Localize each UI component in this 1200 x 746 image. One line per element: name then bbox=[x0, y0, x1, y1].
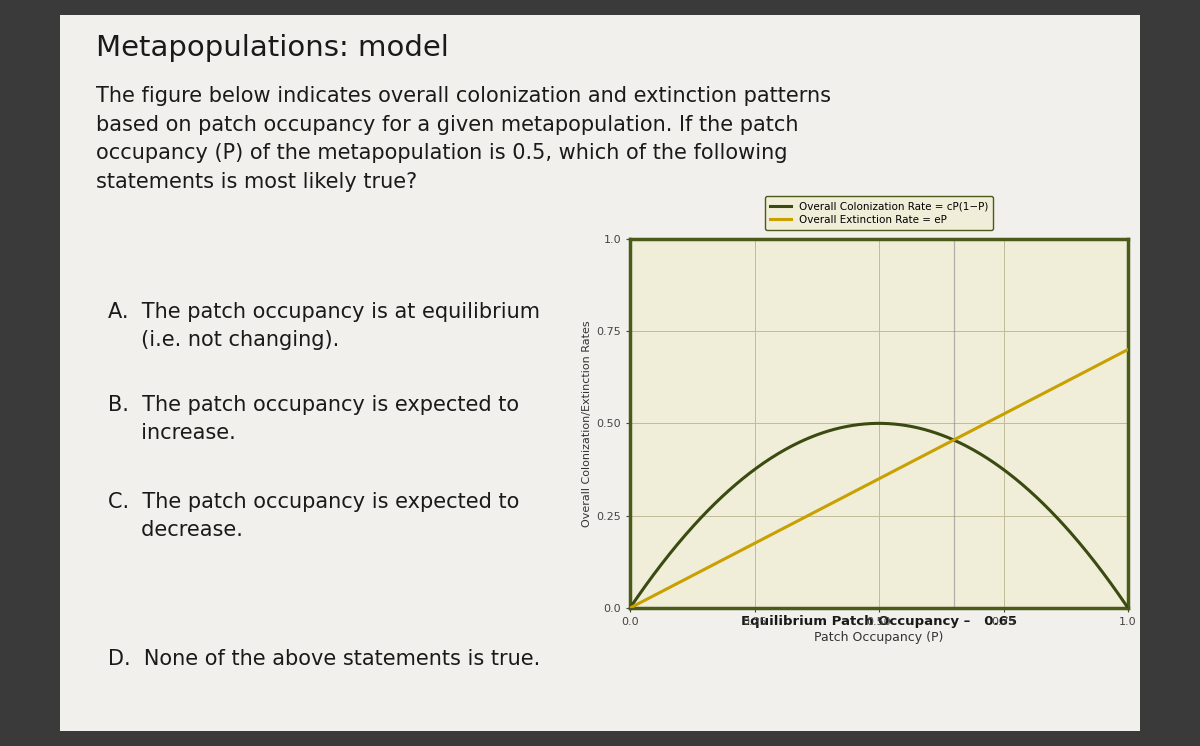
Text: Metapopulations: model: Metapopulations: model bbox=[96, 34, 449, 62]
X-axis label: Patch Occupancy (P): Patch Occupancy (P) bbox=[815, 631, 943, 645]
Text: The figure below indicates overall colonization and extinction patterns
based on: The figure below indicates overall colon… bbox=[96, 86, 830, 192]
Y-axis label: Overall Colonization/Extinction Rates: Overall Colonization/Extinction Rates bbox=[582, 320, 592, 527]
Text: C.  The patch occupancy is expected to
     decrease.: C. The patch occupancy is expected to de… bbox=[108, 492, 520, 540]
Legend: Overall Colonization Rate = cP(1−P), Overall Extinction Rate = eP: Overall Colonization Rate = cP(1−P), Ove… bbox=[764, 196, 994, 230]
Text: Equilibrium Patch Occupancy –   0.65: Equilibrium Patch Occupancy – 0.65 bbox=[742, 615, 1018, 628]
Text: D.  None of the above statements is true.: D. None of the above statements is true. bbox=[108, 649, 540, 669]
Text: B.  The patch occupancy is expected to
     increase.: B. The patch occupancy is expected to in… bbox=[108, 395, 520, 443]
Text: A.  The patch occupancy is at equilibrium
     (i.e. not changing).: A. The patch occupancy is at equilibrium… bbox=[108, 302, 540, 350]
